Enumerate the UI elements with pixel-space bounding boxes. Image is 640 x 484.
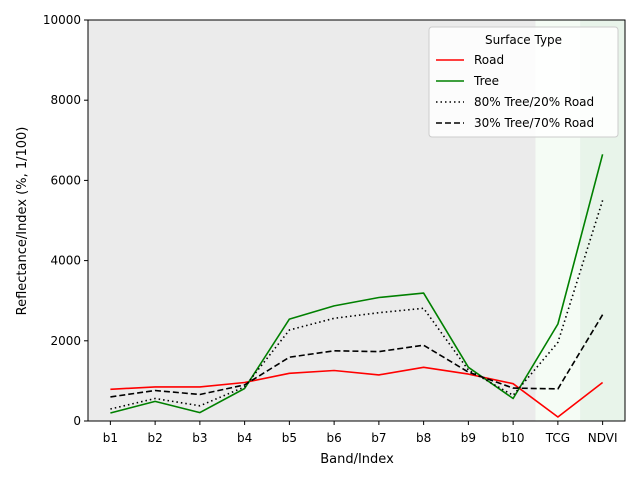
series-line-3 bbox=[110, 314, 604, 398]
legend-label-2: 80% Tree/20% Road bbox=[474, 95, 594, 109]
legend-label-3: 30% Tree/70% Road bbox=[474, 116, 594, 130]
legend-label-0: Road bbox=[474, 53, 504, 67]
x-tick-label-8: b9 bbox=[461, 431, 476, 445]
plot-frame bbox=[87, 19, 626, 422]
x-tick-label-1: b2 bbox=[147, 431, 162, 445]
series-line-0 bbox=[110, 366, 604, 418]
x-tick-label-11: NDVI bbox=[588, 431, 618, 445]
x-tick-label-4: b5 bbox=[282, 431, 297, 445]
y-axis-label: Reflectance/Index (%, 1/100) bbox=[15, 127, 30, 316]
legend-title: Surface Type bbox=[485, 33, 562, 47]
x-tick-label-7: b8 bbox=[416, 431, 431, 445]
x-tick-label-2: b3 bbox=[192, 431, 207, 445]
legend-box bbox=[428, 26, 619, 138]
x-axis-label: Band/Index bbox=[320, 452, 394, 467]
y-tick-label-0: 0 bbox=[73, 414, 81, 428]
y-tick-label-2: 4000 bbox=[50, 254, 81, 268]
legend-label-1: Tree bbox=[473, 74, 499, 88]
x-tick-label-5: b6 bbox=[326, 431, 341, 445]
y-tick-label-5: 10000 bbox=[43, 13, 81, 27]
x-tick-label-3: b4 bbox=[237, 431, 252, 445]
y-tick-label-3: 6000 bbox=[50, 173, 81, 187]
y-tick-label-4: 8000 bbox=[50, 93, 81, 107]
x-tick-label-9: b10 bbox=[502, 431, 525, 445]
x-tick-label-0: b1 bbox=[103, 431, 118, 445]
series-line-1 bbox=[110, 154, 604, 414]
x-tick-label-10: TCG bbox=[545, 431, 570, 445]
x-tick-label-6: b7 bbox=[371, 431, 386, 445]
y-tick-label-1: 2000 bbox=[50, 334, 81, 348]
